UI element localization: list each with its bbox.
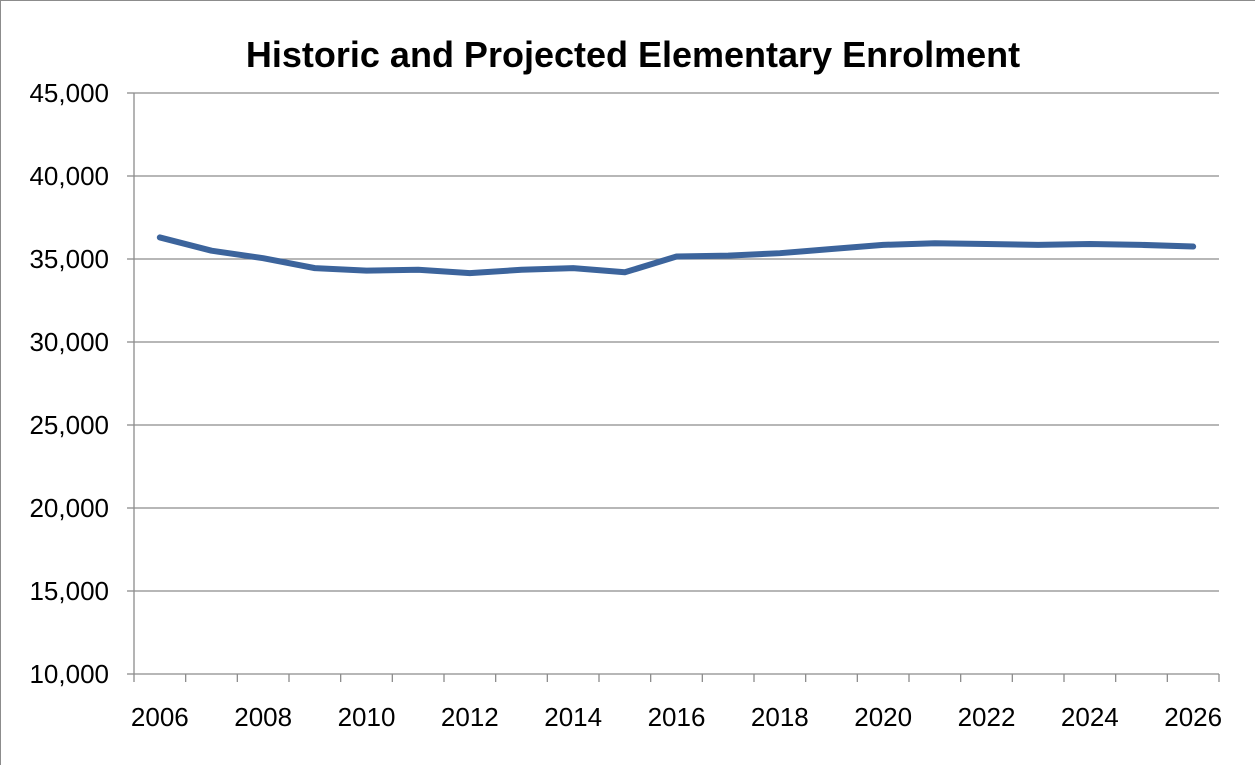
x-tick-label: 2008 [234, 702, 292, 732]
y-tick-label: 30,000 [29, 327, 109, 357]
x-tick-label: 2022 [958, 702, 1016, 732]
y-tick-label: 25,000 [29, 410, 109, 440]
series-line [160, 237, 1193, 273]
x-tick-label: 2014 [544, 702, 602, 732]
x-tick-label: 2016 [648, 702, 706, 732]
gridlines [134, 93, 1219, 591]
x-tick-label: 2006 [131, 702, 189, 732]
x-tick-label: 2010 [338, 702, 396, 732]
y-tick-label: 20,000 [29, 493, 109, 523]
chart-title: Historic and Projected Elementary Enrolm… [246, 34, 1020, 75]
x-tick-label: 2012 [441, 702, 499, 732]
y-tick-label: 35,000 [29, 244, 109, 274]
x-tick-labels: 2006 2008 2010 2012 2014 2016 2018 2020 2022 2024… [131, 702, 1222, 732]
y-tick-label: 10,000 [29, 659, 109, 689]
x-tick-label: 2024 [1061, 702, 1119, 732]
axes [127, 93, 1219, 682]
y-tick-label: 40,000 [29, 161, 109, 191]
y-tick-label: 15,000 [29, 576, 109, 606]
y-tick-label: 45,000 [29, 78, 109, 108]
y-tick-labels: 10,000 15,000 20,000 25,000 30,000 35,000 40,0… [29, 78, 109, 689]
series-layer [160, 237, 1193, 273]
x-tick-label: 2026 [1164, 702, 1222, 732]
x-tick-label: 2018 [751, 702, 809, 732]
x-tick-label: 2020 [854, 702, 912, 732]
